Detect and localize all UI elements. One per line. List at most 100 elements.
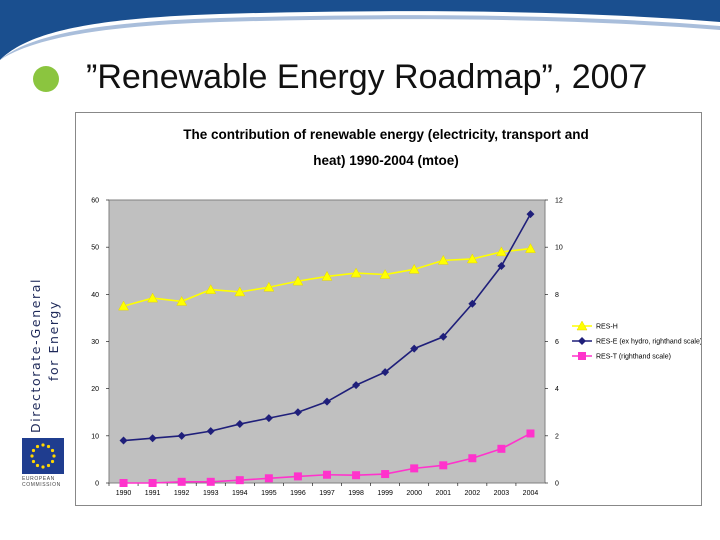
legend-marker (578, 352, 586, 360)
data-point (321, 270, 333, 281)
data-point (206, 427, 215, 436)
y-left-tick-label: 30 (91, 339, 99, 346)
x-tick-label: 1994 (232, 490, 248, 497)
data-point (323, 397, 331, 406)
sidebar-directorate-text: Directorate-General (28, 277, 43, 433)
header-band-shape (0, 0, 720, 60)
data-point (263, 281, 275, 292)
y-right-tick-label: 4 (555, 386, 559, 393)
y-right-tick-label: 0 (555, 481, 559, 488)
x-tick-label: 2001 (435, 490, 451, 497)
data-point (439, 332, 448, 341)
y-left-tick-label: 60 (91, 198, 99, 205)
data-point (468, 454, 477, 463)
data-point (264, 414, 273, 423)
y-right-tick-label: 2 (555, 433, 559, 440)
x-tick-label: 1991 (145, 490, 161, 497)
eu-flag-icon (22, 438, 64, 474)
data-point (526, 429, 535, 438)
y-left-tick-label: 0 (95, 481, 99, 488)
eu-flag-stars (30, 443, 56, 469)
commission-label: EUROPEAN COMMISSION (22, 476, 61, 488)
data-point (293, 472, 302, 481)
eu-star (52, 454, 56, 458)
y-right-tick-label: 12 (555, 198, 563, 205)
data-point (525, 243, 536, 253)
chart-frame: The contribution of renewable energy (el… (75, 112, 702, 506)
data-point (466, 253, 478, 264)
eu-star (41, 465, 45, 469)
legend-entry: RES-H (572, 320, 618, 331)
legend-label: RES-H (596, 324, 618, 331)
data-point (410, 464, 419, 473)
data-point (177, 477, 186, 486)
data-point (148, 479, 157, 487)
data-point (495, 246, 507, 257)
data-point (323, 470, 331, 479)
data-point (119, 436, 128, 445)
x-tick-label: 1997 (319, 490, 335, 497)
data-point (410, 344, 419, 353)
data-point (379, 269, 391, 279)
data-point (350, 267, 362, 278)
legend-marker (578, 337, 586, 345)
series-diamond (119, 210, 535, 445)
data-point (381, 470, 390, 479)
y-right-tick-label: 10 (555, 245, 563, 252)
header-band (0, 0, 720, 60)
data-point (206, 477, 215, 486)
series-square (119, 429, 535, 487)
data-point (264, 474, 273, 483)
x-tick-label: 2003 (494, 490, 510, 497)
chart-title: The contribution of renewable energy (el… (136, 122, 636, 174)
data-point (177, 431, 186, 440)
commission-line-1: EUROPEAN (22, 476, 55, 482)
eu-star (31, 459, 36, 464)
data-point (468, 299, 477, 308)
title-bullet-icon (33, 66, 59, 92)
data-point (148, 434, 157, 443)
data-point (439, 461, 448, 470)
eu-star (50, 459, 55, 464)
x-tick-label: 2000 (406, 490, 422, 497)
eu-star (31, 448, 36, 453)
data-point (352, 471, 361, 480)
plot-area (108, 199, 546, 484)
eu-star (30, 454, 34, 458)
data-point (176, 295, 188, 306)
eu-star (35, 444, 40, 449)
eu-star (41, 443, 45, 447)
eu-flag-field (22, 438, 64, 474)
series-triangle (118, 243, 536, 311)
data-point (408, 263, 420, 274)
data-point (118, 300, 129, 311)
x-tick-label: 1992 (174, 490, 190, 497)
x-tick-label: 1998 (348, 490, 364, 497)
y-left-tick-label: 50 (91, 245, 99, 252)
x-tick-label: 1990 (116, 490, 132, 497)
data-point (234, 286, 246, 297)
legend-label: RES-E (ex hydro, righthand scale) (596, 339, 701, 346)
data-point (293, 408, 302, 417)
data-point (235, 476, 244, 485)
data-point (292, 275, 304, 286)
line-chart: 0 10 20 30 40 50 60 0 2 4 6 8 10 12 1990 1991 1992 1993 19… (91, 198, 701, 498)
x-tick-label: 1999 (377, 490, 393, 497)
chart-title-line-2: heat) 1990-2004 (mtoe) (313, 153, 459, 168)
data-point (497, 444, 506, 453)
eu-star (46, 463, 51, 468)
data-point (235, 420, 244, 429)
data-point (526, 210, 535, 219)
eu-star (46, 444, 51, 449)
legend-entry: RES-T (righthand scale) (572, 352, 671, 361)
data-point (381, 368, 390, 377)
x-tick-label: 2002 (465, 490, 481, 497)
x-tick-label: 1993 (203, 490, 219, 497)
legend-marker (576, 320, 588, 331)
data-point (352, 381, 361, 390)
legend-entry: RES-E (ex hydro, righthand scale) (572, 337, 701, 346)
y-left-tick-label: 20 (91, 386, 99, 393)
legend-label: RES-T (righthand scale) (596, 354, 671, 361)
eu-star (35, 463, 40, 468)
sidebar-energy-text: for Energy (46, 300, 61, 381)
